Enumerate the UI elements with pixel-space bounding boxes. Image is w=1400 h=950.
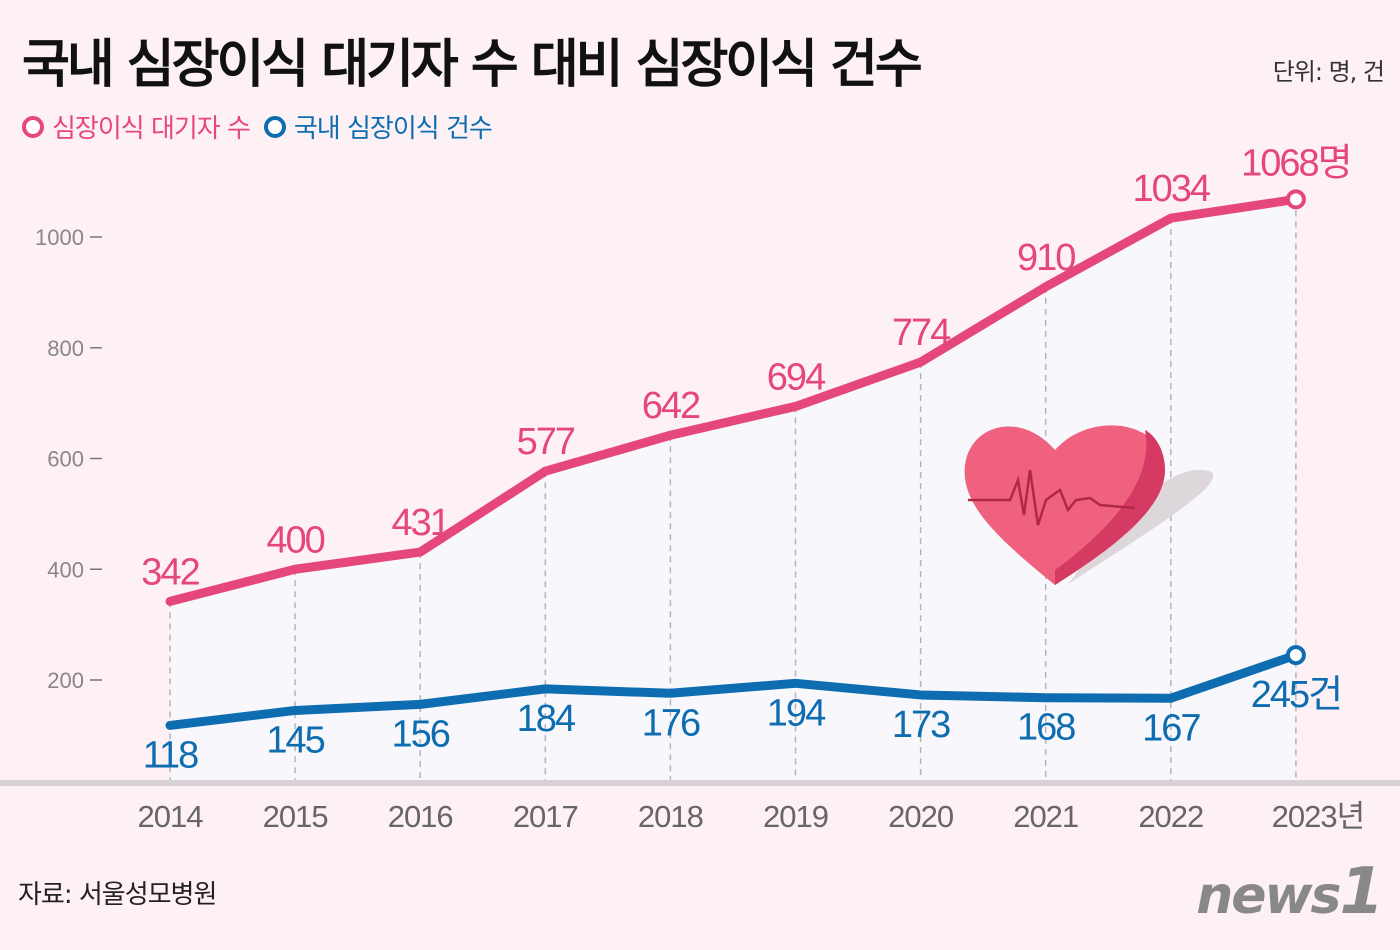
data-label: 145 (266, 719, 324, 761)
data-point (1044, 696, 1047, 699)
data-point (919, 361, 922, 364)
x-tick-label: 2023년 (1272, 799, 1364, 834)
x-tick-label: 2014 (138, 799, 204, 834)
data-point (669, 434, 672, 437)
data-label: 156 (391, 713, 449, 755)
x-tick-label: 2018 (638, 799, 703, 834)
data-point (1169, 217, 1172, 220)
x-tick-label: 2020 (888, 799, 954, 834)
data-label: 173 (892, 704, 950, 746)
data-point (419, 703, 422, 706)
x-tick-label: 2017 (513, 799, 578, 834)
y-tick-label: 1000 (35, 225, 84, 250)
data-label: 245건 (1251, 674, 1341, 716)
data-label: 118 (143, 734, 198, 776)
data-label: 910 (1017, 237, 1075, 279)
data-label: 168 (1017, 707, 1075, 749)
area-fill (170, 199, 1296, 784)
x-tick-label: 2016 (388, 799, 453, 834)
data-label: 431 (391, 502, 449, 544)
heart-icon (964, 425, 1214, 590)
data-label: 1034 (1133, 168, 1211, 210)
data-point-marker (1285, 189, 1306, 210)
heart-side (1055, 430, 1165, 585)
data-point (544, 687, 547, 690)
data-label: 342 (141, 551, 199, 593)
data-label: 774 (892, 312, 951, 354)
page-title: 국내 심장이식 대기자 수 대비 심장이식 건수 (22, 35, 923, 95)
data-label: 167 (1142, 707, 1200, 749)
news1-logo: news1 (1196, 855, 1384, 929)
data-label: 577 (517, 421, 575, 463)
y-tick-label: 400 (47, 557, 84, 582)
data-point-marker (1285, 645, 1306, 666)
data-label: 642 (642, 385, 700, 427)
source-label: 자료: 서울성모병원 (18, 880, 217, 910)
data-point (794, 682, 797, 685)
data-point (544, 470, 547, 473)
data-label: 194 (767, 692, 826, 734)
x-tick-label: 2019 (763, 799, 828, 834)
legend-label-waiting: 심장이식 대기자 수 (52, 114, 251, 144)
transplants-line (165, 650, 1301, 730)
x-tick-label: 2015 (263, 799, 328, 834)
data-point (169, 600, 171, 603)
legend-marker-transplants (263, 115, 286, 138)
data-point (669, 692, 672, 695)
data-point (794, 405, 797, 408)
heart-shadow (1060, 470, 1214, 590)
unit-label: 단위: 명, 건 (1272, 58, 1385, 86)
x-tick-label: 2021 (1013, 799, 1078, 834)
heartbeat-line (968, 469, 1136, 526)
waiting-line (165, 194, 1301, 606)
data-label: 694 (767, 356, 826, 398)
data-point (169, 724, 171, 727)
data-point (919, 693, 922, 696)
legend-label-transplants: 국내 심장이식 건수 (293, 114, 493, 144)
y-tick-label: 600 (47, 447, 84, 472)
data-label: 176 (642, 702, 700, 744)
x-tick-label: 2022 (1138, 799, 1203, 834)
x-axis-line (0, 780, 1400, 786)
data-point (1044, 285, 1047, 288)
data-point (419, 551, 422, 554)
data-label: 184 (517, 698, 576, 740)
data-point (294, 568, 297, 571)
y-tick-label: 200 (47, 668, 84, 693)
data-label: 1068명 (1241, 142, 1351, 184)
legend: 심장이식 대기자 수 국내 심장이식 건수 (22, 108, 493, 145)
legend-marker-waiting (22, 115, 44, 138)
data-point (1169, 697, 1172, 700)
data-point (294, 709, 297, 712)
y-tick-label: 800 (47, 336, 84, 361)
data-label: 400 (266, 519, 324, 561)
